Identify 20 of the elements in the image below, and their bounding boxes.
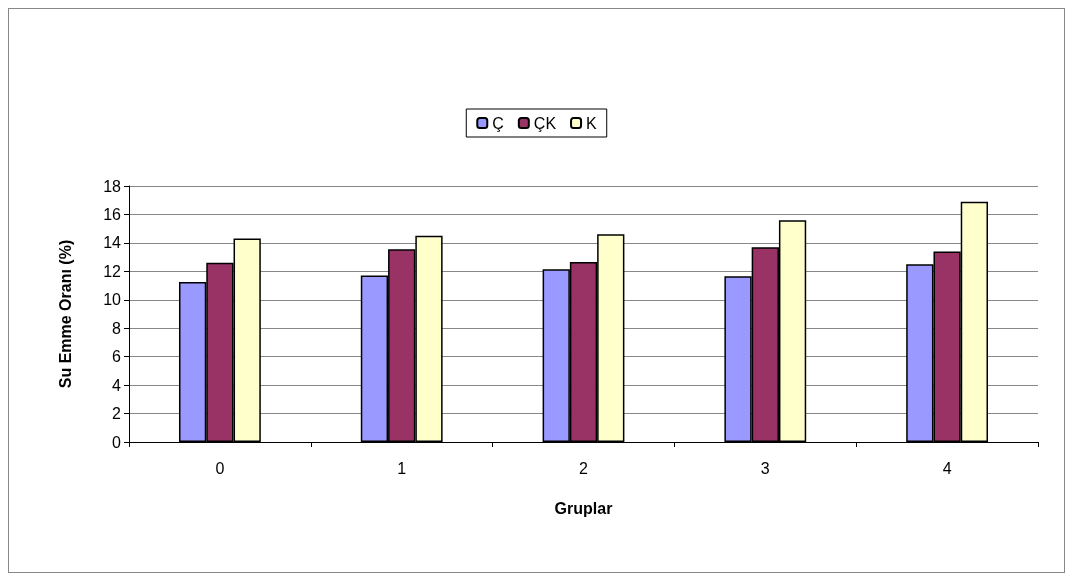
y-tick-label: 12 [103, 262, 122, 280]
y-axis-title: Su Emme Oranı (%) [56, 239, 74, 389]
x-tick-label: 0 [215, 459, 225, 477]
x-tick-label: 4 [942, 459, 952, 477]
legend-label: K [586, 114, 598, 132]
x-tick-label: 3 [760, 459, 770, 477]
y-tick-label: 2 [112, 405, 122, 423]
y-tick-label: 0 [112, 433, 122, 451]
y-tick-label: 10 [103, 291, 122, 309]
legend-label: Ç [492, 114, 504, 132]
x-tick-label: 1 [397, 459, 407, 477]
y-tick-label: 18 [103, 177, 122, 195]
x-axis-title: Gruplar [554, 499, 613, 517]
y-tick-label: 6 [112, 348, 122, 366]
x-tick-label: 2 [579, 459, 589, 477]
y-tick-label: 8 [112, 319, 122, 337]
legend-label: ÇK [533, 114, 557, 132]
y-tick-label: 14 [103, 234, 122, 252]
y-tick-label: 4 [112, 376, 122, 394]
y-tick-label: 16 [103, 205, 122, 223]
